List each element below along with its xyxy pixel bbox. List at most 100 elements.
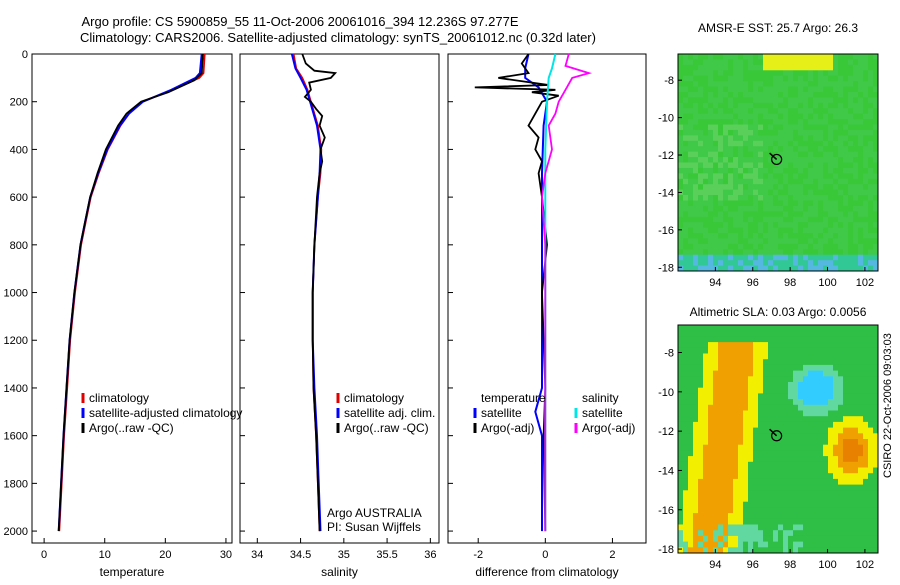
heatmap-cell xyxy=(813,359,819,366)
heatmap-cell xyxy=(798,91,804,98)
heatmap-cell xyxy=(703,541,709,548)
heatmap-cell xyxy=(813,97,819,104)
heatmap-cell xyxy=(693,478,699,485)
heatmap-cell xyxy=(738,119,744,125)
heatmap-cell xyxy=(783,59,789,66)
heatmap-cell xyxy=(868,501,874,508)
heatmap-cell xyxy=(798,146,804,153)
heatmap-cell xyxy=(783,433,789,440)
heatmap-cell xyxy=(718,433,724,440)
heatmap-cell xyxy=(743,410,749,417)
heatmap-cell xyxy=(848,376,854,383)
heatmap-cell xyxy=(813,496,819,503)
heatmap-cell xyxy=(858,211,864,218)
heatmap-cell xyxy=(698,140,704,147)
depth-tick-label: 2000 xyxy=(4,526,28,538)
heatmap-cell xyxy=(798,450,804,457)
heatmap-cell xyxy=(808,484,814,491)
heatmap-cell xyxy=(733,162,739,169)
heatmap-cell xyxy=(868,249,874,256)
heatmap-cell xyxy=(838,535,844,542)
heatmap-cell xyxy=(713,162,719,169)
heatmap-cell xyxy=(773,81,779,87)
heatmap-cell xyxy=(808,370,814,377)
heatmap-cell xyxy=(838,189,844,196)
heatmap-cell xyxy=(798,404,804,411)
heatmap-cell xyxy=(778,513,784,520)
sla-map-ytick-label: -14 xyxy=(658,465,674,477)
heatmap-cell xyxy=(788,421,794,428)
heatmap-cell xyxy=(798,222,804,228)
heatmap-cell xyxy=(818,124,824,131)
heatmap-cell xyxy=(798,157,804,163)
heatmap-cell xyxy=(873,254,879,261)
heatmap-cell xyxy=(738,530,744,537)
heatmap-cell xyxy=(768,507,774,514)
heatmap-cell xyxy=(808,518,814,525)
heatmap-cell xyxy=(763,227,769,234)
heatmap-cell xyxy=(733,135,739,142)
heatmap-cell xyxy=(763,184,769,191)
salinity-series-2 xyxy=(301,53,338,532)
heatmap-cell xyxy=(748,387,754,394)
heatmap-cell xyxy=(728,97,734,104)
heatmap-cell xyxy=(838,342,844,349)
heatmap-cell xyxy=(868,200,874,207)
heatmap-cell xyxy=(798,484,804,491)
heatmap-cell xyxy=(678,421,684,428)
heatmap-cell xyxy=(748,146,754,153)
heatmap-cell xyxy=(728,382,734,389)
heatmap-cell xyxy=(833,330,839,337)
heatmap-cell xyxy=(808,167,814,174)
heatmap-cell xyxy=(743,124,749,131)
heatmap-cell xyxy=(683,119,689,125)
heatmap-cell xyxy=(868,404,874,411)
heatmap-cell xyxy=(848,342,854,349)
heatmap-cell xyxy=(703,439,709,446)
heatmap-cell xyxy=(718,342,724,349)
heatmap-cell xyxy=(778,404,784,411)
heatmap-cell xyxy=(748,64,754,71)
heatmap-cell xyxy=(783,211,789,218)
heatmap-cell xyxy=(833,507,839,514)
heatmap-cell xyxy=(848,393,854,400)
heatmap-cell xyxy=(758,484,764,491)
heatmap-cell xyxy=(848,478,854,485)
heatmap-cell xyxy=(868,151,874,158)
figure-title-line2: Climatology: CARS2006. Satellite-adjuste… xyxy=(80,30,596,45)
heatmap-cell xyxy=(743,184,749,191)
heatmap-cell xyxy=(763,524,769,531)
heatmap-cell xyxy=(713,501,719,508)
heatmap-cell xyxy=(723,59,729,66)
heatmap-cell xyxy=(708,81,714,87)
heatmap-cell xyxy=(688,484,694,491)
difference-xtick-label: 2 xyxy=(609,549,615,561)
heatmap-cell xyxy=(853,478,859,485)
heatmap-cell xyxy=(778,178,784,185)
heatmap-cell xyxy=(708,478,714,485)
heatmap-cell xyxy=(833,129,839,136)
heatmap-cell xyxy=(808,86,814,93)
heatmap-cell xyxy=(753,490,759,497)
heatmap-cell xyxy=(848,416,854,423)
heatmap-cell xyxy=(723,473,729,480)
heatmap-cell xyxy=(763,254,769,261)
heatmap-cell xyxy=(833,173,839,180)
heatmap-cell xyxy=(723,140,729,147)
heatmap-cell xyxy=(778,456,784,463)
heatmap-cell xyxy=(813,325,819,332)
heatmap-cell xyxy=(733,490,739,497)
heatmap-cell xyxy=(793,91,799,98)
heatmap-cell xyxy=(788,157,794,163)
heatmap-cell xyxy=(763,167,769,174)
heatmap-cell xyxy=(718,124,724,131)
heatmap-cell xyxy=(823,189,829,196)
heatmap-cell xyxy=(753,189,759,196)
heatmap-cell xyxy=(708,124,714,131)
heatmap-cell xyxy=(823,439,829,446)
heatmap-cell xyxy=(803,535,809,542)
heatmap-cell xyxy=(743,265,749,272)
heatmap-cell xyxy=(803,75,809,82)
heatmap-cell xyxy=(763,382,769,389)
heatmap-cell xyxy=(763,265,769,272)
